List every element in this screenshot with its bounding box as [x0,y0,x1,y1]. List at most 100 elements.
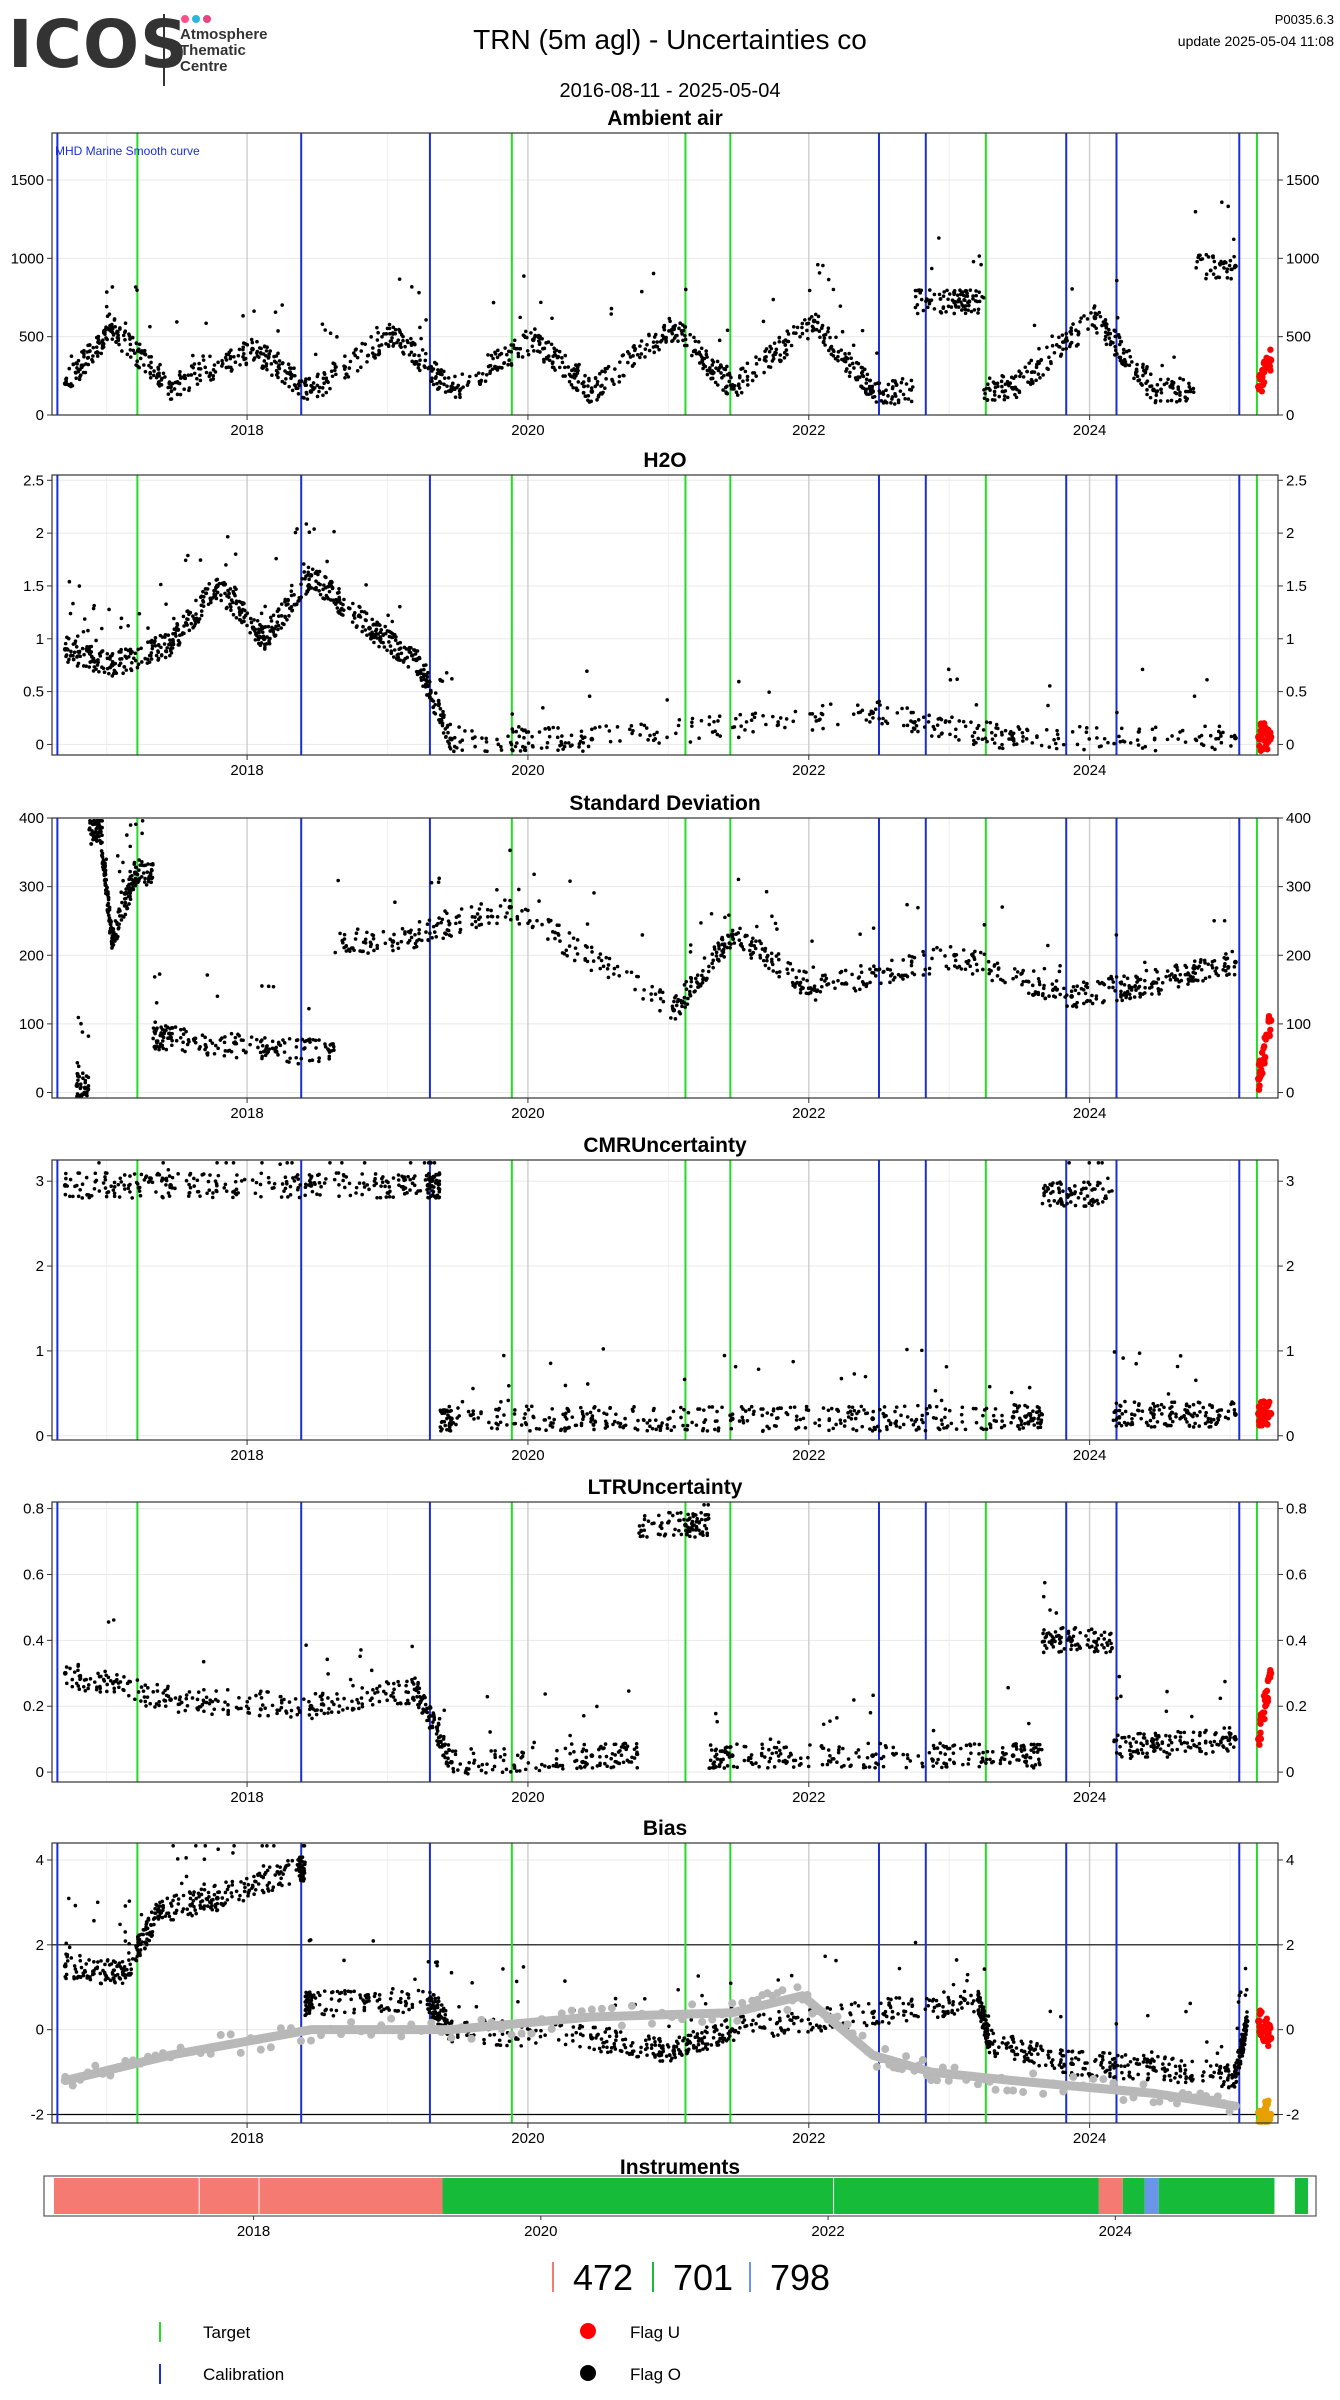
data-point [225,605,229,610]
data-point [1137,378,1142,382]
data-point [672,327,676,332]
data-point [507,358,512,362]
data-point [593,375,598,380]
data-point [621,353,626,357]
data-point [769,1412,774,1417]
data-point [699,718,704,723]
data-point [156,382,161,386]
data-point [827,1418,831,1423]
y-tick-label-left: 1000 [11,250,44,267]
data-point [672,1424,677,1429]
data-point [1225,267,1230,271]
data-point [1045,345,1049,350]
data-point [738,712,743,717]
data-point [895,711,900,715]
data-point [756,1367,761,1372]
data-point [1030,741,1035,745]
data-point [645,1428,650,1433]
data-point [905,902,909,907]
data-point [434,934,439,939]
data-point [357,613,362,617]
data-point [1039,743,1044,748]
data-point [784,717,789,721]
data-point [417,290,421,295]
data-point [203,1042,208,1047]
data-point [1115,315,1120,320]
data-point [878,1407,882,1412]
data-point [840,981,844,986]
data-point [954,727,958,732]
data-point [658,1426,663,1431]
data-point [1130,360,1134,364]
data-point [362,1181,366,1185]
data-point [140,863,144,867]
data-point [971,294,975,298]
data-point [764,347,769,351]
data-point [117,342,121,347]
data-point [1017,390,1022,395]
data-point [96,340,100,344]
data-point [116,1182,121,1187]
data-point [1128,741,1133,745]
data-point [970,972,975,976]
data-point [1176,737,1180,741]
data-point [964,959,969,964]
data-point [583,958,587,962]
data-point [75,654,80,658]
data-point [391,325,396,330]
data-point [229,608,233,612]
data-point [115,854,120,858]
data-point [771,297,776,302]
data-point [398,343,402,348]
data-point [1153,748,1158,753]
data-point [317,1038,321,1042]
data-point [501,1353,506,1358]
data-point [522,274,526,278]
data-point [974,740,978,745]
data-point [127,902,131,906]
data-point [652,350,657,355]
data-point [326,1048,331,1053]
data-point [99,351,104,356]
data-point [1225,276,1230,280]
data-point [963,298,967,303]
data-point [1083,991,1088,996]
data-point [892,402,897,406]
data-point [1111,985,1115,990]
data-point [1197,964,1201,969]
data-point [834,1422,838,1427]
y-tick-label-right: 300 [1286,879,1311,896]
data-point [546,354,551,358]
data-point [982,923,987,927]
data-point [1149,982,1154,986]
data-point [70,383,75,388]
data-point [906,397,911,401]
data-point [102,670,107,675]
data-point [617,374,622,379]
data-point [147,653,152,658]
data-point [1232,733,1237,738]
data-point [763,963,768,968]
data-point [717,714,722,718]
data-point [137,342,142,347]
data-point [331,361,336,365]
data-point [1150,727,1155,732]
data-point [1186,389,1190,394]
data-point [214,578,219,582]
data-point [976,723,981,728]
data-point [858,375,862,380]
data-point [794,1414,799,1419]
data-point [1140,667,1145,672]
data-point [385,648,389,653]
data-point [467,374,472,379]
y-tick-label-left: 100 [19,1016,44,1033]
data-point [314,1046,318,1050]
data-point [227,591,231,596]
data-point [1159,391,1164,395]
data-point [712,719,716,724]
data-point [790,980,795,985]
data-point [993,733,998,738]
data-point [104,891,108,896]
data-point [526,730,531,734]
data-point [95,839,99,843]
